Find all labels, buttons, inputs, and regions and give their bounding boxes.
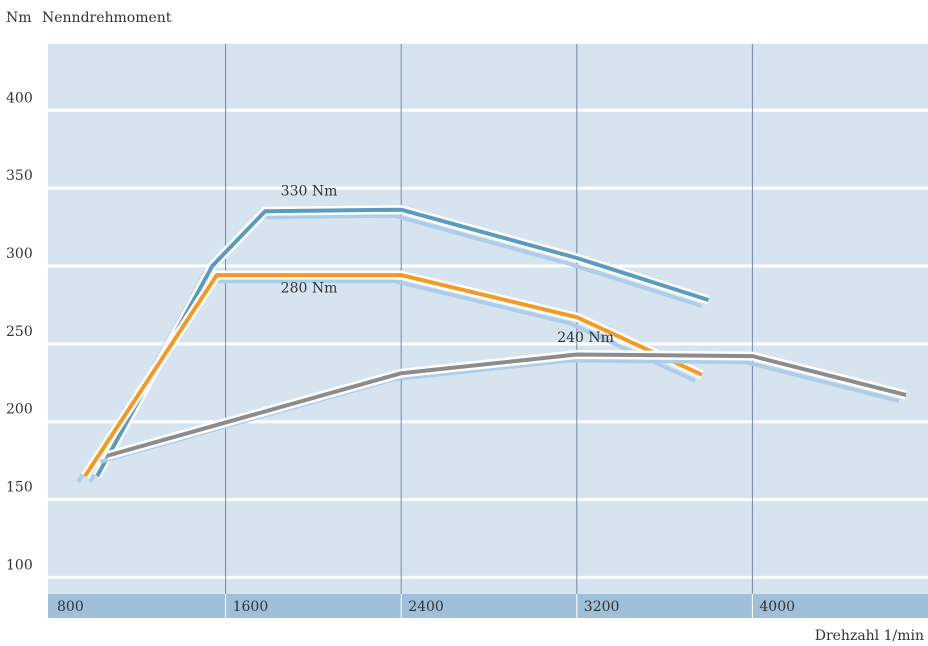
horizontal-gridlines xyxy=(48,108,928,579)
y-axis-title: Nenndrehmoment xyxy=(42,10,172,26)
y-unit-label: Nm xyxy=(6,10,32,26)
y-tick-label: 250 xyxy=(6,324,33,340)
x-tick-label: 800 xyxy=(57,599,84,615)
y-tick-label: 200 xyxy=(6,402,33,418)
annotations: 330 Nm 280 Nm 240 Nm xyxy=(281,184,614,346)
series-line xyxy=(95,207,710,477)
y-tick-labels: 100 150 200 250 300 350 400 xyxy=(6,90,33,573)
x-tick-label: 3200 xyxy=(584,599,620,615)
annotation-label: 280 Nm xyxy=(281,280,338,296)
x-axis-band xyxy=(48,594,928,618)
y-tick-label: 350 xyxy=(6,168,33,184)
series-line xyxy=(106,352,907,458)
vertical-gridlines xyxy=(225,44,753,618)
series-group xyxy=(88,205,710,483)
series-group xyxy=(76,270,704,484)
series-lines xyxy=(76,205,908,484)
plot-background xyxy=(48,44,928,594)
x-tick-labels: 800 1600 2400 3200 4000 xyxy=(57,599,795,615)
y-tick-label: 150 xyxy=(6,480,33,496)
x-tick-label: 2400 xyxy=(408,599,444,615)
x-tick-label: 1600 xyxy=(233,599,269,615)
y-tick-label: 300 xyxy=(6,246,33,262)
x-axis-title: Drehzahl 1/min xyxy=(815,628,924,644)
x-tick-label: 4000 xyxy=(759,599,795,615)
y-tick-label: 400 xyxy=(6,90,33,106)
series-line xyxy=(83,273,703,478)
y-tick-label: 100 xyxy=(6,557,33,573)
annotation-label: 330 Nm xyxy=(281,184,338,200)
annotation-label: 240 Nm xyxy=(557,330,614,346)
series-group xyxy=(99,350,908,464)
